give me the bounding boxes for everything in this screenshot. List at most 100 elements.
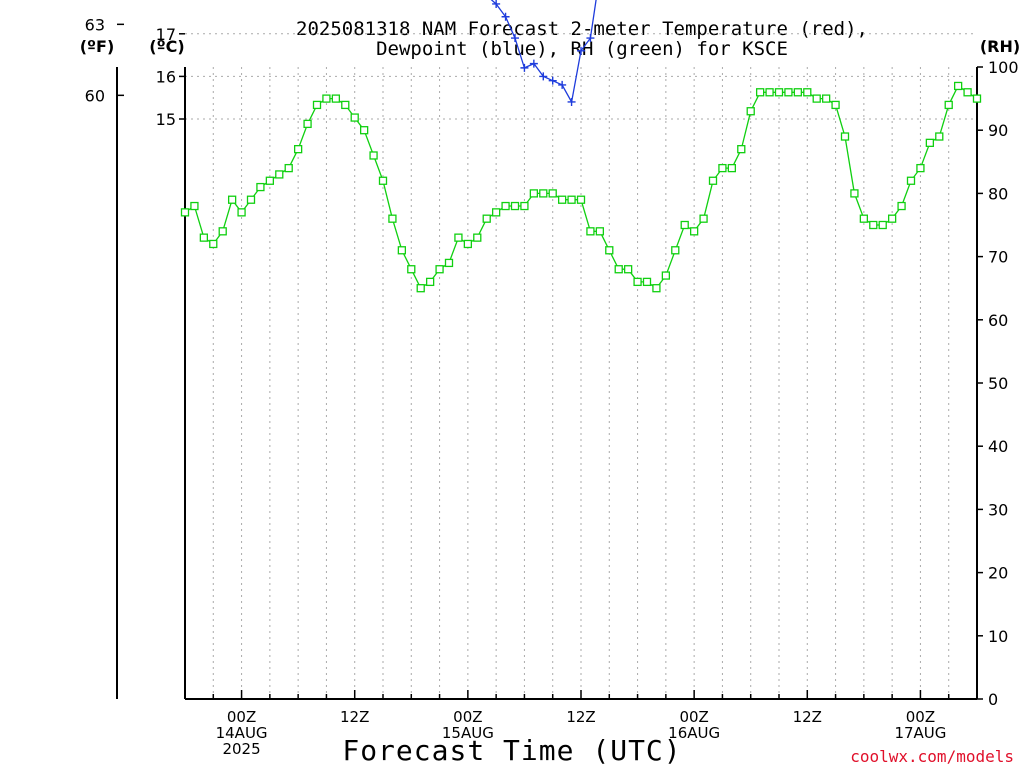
- rh-point: [972, 94, 982, 103]
- rh-point: [878, 220, 887, 230]
- rh-tick-label: 0: [988, 690, 998, 709]
- rh-point: [699, 214, 708, 223]
- dewpoint-point: [520, 63, 529, 72]
- dewpoint-point: [558, 80, 567, 89]
- x-tick-label: 00Z: [679, 708, 708, 726]
- dewpoint-point: [501, 12, 510, 21]
- x-axis-label: Forecast Time (UTC): [342, 734, 681, 767]
- rh-unit-label: (RH): [980, 37, 1020, 56]
- x-tick-label: 00Z: [227, 708, 256, 726]
- axes: 1516171819202122232425262728296063666972…: [85, 0, 1019, 758]
- rh-point: [623, 265, 633, 274]
- rh-point: [359, 126, 369, 135]
- rh-point: [708, 176, 718, 185]
- rh-point: [595, 227, 605, 236]
- x-tick-label: 12Z: [566, 708, 595, 726]
- rh-point: [407, 265, 416, 274]
- rh-point: [256, 182, 265, 192]
- rh-point: [850, 189, 859, 198]
- rh-tick-label: 30: [988, 500, 1008, 519]
- rh-point: [793, 88, 803, 97]
- rh-point: [473, 233, 482, 242]
- rh-tick-label: 70: [988, 248, 1008, 267]
- rh-point: [539, 189, 548, 198]
- rh-point: [284, 163, 293, 173]
- rh-point: [727, 163, 737, 173]
- rh-point: [661, 271, 671, 280]
- rh-tick-label: 90: [988, 121, 1008, 140]
- rh-point: [293, 145, 303, 154]
- fahrenheit-tick-label: 63: [85, 15, 105, 34]
- x-tick-label: 12Z: [793, 708, 822, 726]
- rh-point: [614, 265, 623, 274]
- rh-point: [916, 163, 925, 173]
- rh-point: [755, 88, 765, 97]
- rh-point: [887, 214, 897, 223]
- rh-point: [435, 265, 444, 274]
- rh-tick-label: 10: [988, 627, 1008, 646]
- rh-point: [821, 94, 831, 103]
- rh-point: [633, 277, 642, 287]
- rh-point: [935, 132, 944, 141]
- x-tick-label: 00Z: [453, 708, 482, 726]
- rh-point: [605, 246, 614, 255]
- fahrenheit-unit-label: (ºF): [80, 37, 115, 56]
- rh-point: [774, 88, 784, 97]
- rh-point: [557, 195, 567, 204]
- rh-point: [784, 88, 793, 97]
- rh-point: [237, 208, 246, 217]
- rh-point: [944, 100, 953, 110]
- rh-point: [812, 94, 821, 103]
- rh-point: [869, 220, 878, 230]
- rh-point: [840, 132, 850, 141]
- dewpoint-point: [529, 59, 538, 68]
- x-tick-label: 12Z: [340, 708, 369, 726]
- rh-point: [331, 94, 341, 103]
- rh-point: [246, 195, 256, 204]
- celsius-tick-label: 18: [156, 0, 176, 1]
- rh-point: [642, 277, 652, 287]
- x-tick-label: 2025: [222, 740, 260, 758]
- rh-series: [180, 81, 982, 293]
- rh-point: [586, 227, 595, 236]
- rh-point: [265, 176, 275, 185]
- x-tick-label: 16AUG: [668, 724, 720, 742]
- rh-point: [482, 214, 491, 223]
- celsius-tick-label: 16: [156, 67, 176, 86]
- rh-point: [227, 195, 237, 204]
- rh-point: [303, 119, 312, 129]
- rh-point: [529, 189, 539, 198]
- rh-point: [397, 246, 407, 255]
- rh-point: [275, 170, 284, 179]
- rh-point: [491, 208, 501, 217]
- rh-point: [680, 220, 689, 230]
- rh-point: [897, 201, 906, 211]
- rh-point: [718, 163, 727, 173]
- celsius-tick-label: 17: [156, 25, 176, 44]
- celsius-unit-label: (ºC): [149, 37, 184, 56]
- celsius-tick-label: 15: [156, 110, 176, 129]
- rh-tick-label: 20: [988, 564, 1008, 583]
- rh-point: [218, 227, 227, 236]
- dewpoint-point: [511, 34, 519, 43]
- x-tick-label: 00Z: [906, 708, 935, 726]
- rh-point: [378, 176, 388, 185]
- rh-tick-label: 100: [988, 58, 1019, 77]
- dewpoint-point: [567, 97, 576, 106]
- rh-point: [322, 94, 331, 103]
- rh-point: [953, 81, 963, 91]
- rh-point: [831, 100, 840, 110]
- rh-point: [859, 214, 869, 223]
- x-tick-label: 15AUG: [442, 724, 494, 742]
- grid-lines: [185, 33, 977, 699]
- dewpoint-point: [586, 34, 595, 43]
- chart-title-line1: 2025081318 NAM Forecast 2-meter Temperat…: [296, 18, 868, 40]
- rh-point: [463, 239, 473, 249]
- rh-point: [671, 246, 680, 255]
- rh-point: [209, 239, 218, 249]
- rh-point: [312, 100, 322, 110]
- rh-point: [652, 284, 661, 293]
- dewpoint-point: [539, 72, 548, 81]
- dewpoint-series: [490, 0, 597, 106]
